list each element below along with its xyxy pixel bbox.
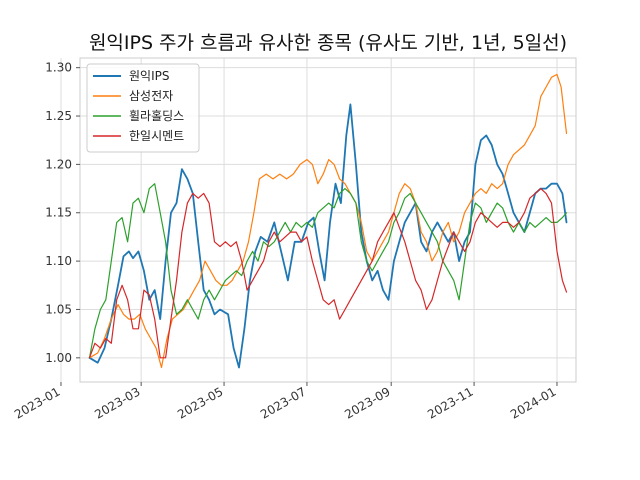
series-line-1 (88, 103, 568, 369)
legend-label-1: 원익IPS (129, 69, 169, 83)
legend-label-4: 한일시멘트 (129, 129, 184, 143)
y-tick-label: 1.30 (45, 61, 72, 75)
chart-title: 원익IPS 주가 흐름과 유사한 종목 (유사도 기반, 1년, 5일선) (89, 32, 567, 54)
x-tick-label: 2024-01 (508, 384, 558, 421)
y-axis-ticks: 1.00 1.05 1.10 1.15 1.20 1.25 1.30 (45, 61, 80, 365)
y-tick-label: 1.25 (45, 109, 72, 123)
y-tick-label: 1.00 (45, 351, 72, 365)
legend-label-2: 삼성전자 (129, 89, 173, 103)
x-tick-label: 2023-01 (12, 384, 62, 421)
x-axis-ticks: 2023-01 2023-03 2023-05 2023-07 2023-09 2023-… (12, 382, 558, 422)
x-tick-label: 2023-09 (342, 384, 392, 421)
series-lines (88, 73, 568, 369)
x-tick-label: 2023-03 (92, 384, 142, 421)
series-line-4 (88, 188, 568, 359)
x-tick-label: 2023-07 (258, 384, 308, 421)
series-line-2 (88, 73, 568, 369)
legend-label-3: 휠라홀딩스 (129, 109, 184, 123)
x-tick-label: 2023-11 (425, 384, 475, 421)
x-tick-label: 2023-05 (175, 384, 225, 421)
y-tick-label: 1.10 (45, 254, 72, 268)
y-tick-label: 1.20 (45, 157, 72, 171)
y-tick-label: 1.05 (45, 302, 72, 316)
y-tick-label: 1.15 (45, 206, 72, 220)
legend-box (86, 63, 200, 153)
plot-area-frame (79, 57, 577, 383)
series-line-3 (88, 183, 568, 359)
